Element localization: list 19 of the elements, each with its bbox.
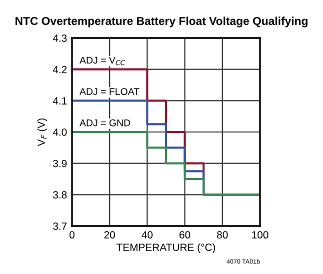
y-tick-label: 3.7	[53, 222, 67, 230]
series-label: ADJ = FLOAT	[80, 88, 140, 95]
series-label: ADJ = V$_{CC}$	[80, 56, 126, 66]
y-tick-label: 3.8	[53, 191, 67, 199]
y-tick-label: 4.3	[52, 34, 67, 42]
x-tick-label: 100	[252, 231, 268, 239]
x-tick-label: 80	[217, 231, 228, 239]
y-tick-label: 4.2	[52, 66, 67, 74]
series-label: ADJ = GND	[80, 119, 130, 126]
x-axis-title: TEMPERATURE (°C)	[116, 243, 216, 254]
x-tick-label: 40	[142, 231, 153, 239]
y-tick-label: 4.1	[52, 97, 67, 104]
y-axis-title: V$_{F}$ (V)	[37, 118, 48, 146]
y-tick-label: 3.9	[53, 160, 67, 168]
x-tick-label: 0	[70, 231, 74, 239]
x-tick-label: 20	[104, 231, 115, 239]
y-tick-label: 4.0	[52, 128, 67, 136]
chart-title: NTC Overtemperature Battery Float Voltage Qualifying	[16, 16, 308, 28]
x-tick-label: 60	[180, 231, 190, 239]
